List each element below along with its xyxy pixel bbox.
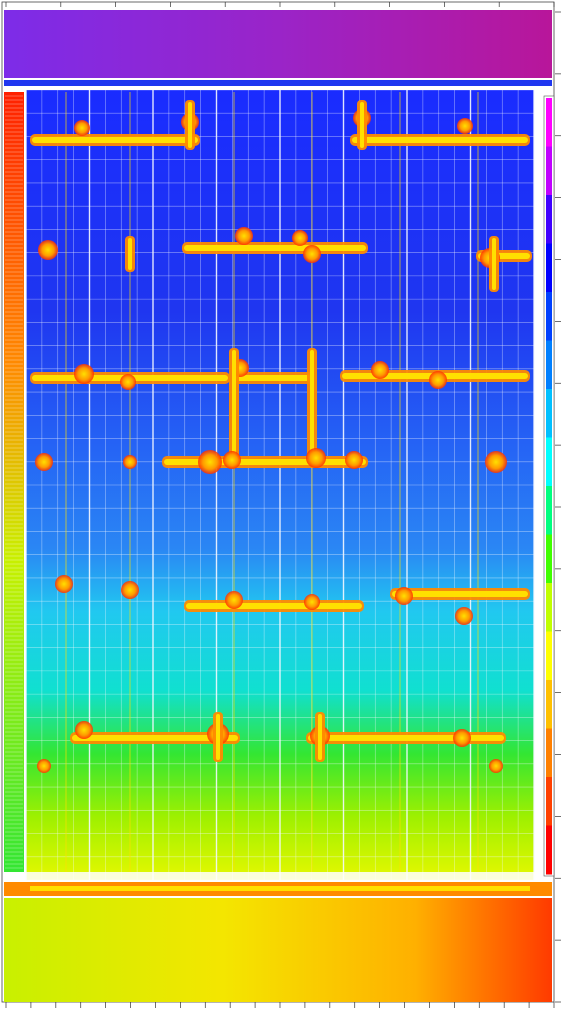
colorbar-segment (546, 98, 552, 147)
colorbar-segment (546, 728, 552, 778)
hot-beam-core (236, 375, 312, 381)
hot-node (453, 729, 471, 747)
hot-node (74, 120, 90, 136)
hot-beam-core (352, 137, 528, 143)
hot-node (345, 451, 363, 469)
left-strip (4, 92, 24, 872)
hot-node (455, 607, 473, 625)
hot-beam-core (164, 459, 366, 465)
bottom-ticks (5, 1002, 555, 1008)
hot-beam-core (186, 603, 362, 609)
hot-node (485, 451, 507, 473)
grid-lines (25, 89, 535, 881)
right-ticks (555, 11, 561, 1003)
hot-structures (30, 92, 532, 878)
hot-node (198, 450, 222, 474)
colorbar-segment (546, 389, 552, 438)
colorbar-segment (546, 146, 552, 196)
top-ticks (5, 2, 555, 7)
hot-node (37, 759, 51, 773)
hot-node (489, 759, 503, 773)
colorbar-segment (546, 680, 552, 729)
colorbar-segment (546, 777, 552, 826)
hot-node (55, 575, 73, 593)
hot-node (457, 118, 473, 134)
hot-column-core (232, 350, 236, 456)
hot-column-core (216, 714, 220, 760)
top-rail (4, 80, 552, 86)
hot-beam-core (308, 735, 504, 741)
lower-rail-core (30, 886, 530, 891)
hot-node (225, 591, 243, 609)
hot-node (292, 230, 308, 246)
hot-column-core (188, 102, 192, 148)
hot-column-core (318, 714, 322, 760)
hot-node (223, 451, 241, 469)
hot-node (371, 361, 389, 379)
hot-node (38, 240, 58, 260)
hot-node (75, 721, 93, 739)
hot-column-core (360, 102, 364, 148)
colorbar-segment (546, 583, 552, 632)
colorbar (546, 98, 552, 875)
hot-node (235, 227, 253, 245)
hot-beam-core (32, 137, 198, 143)
colorbar-segment (546, 631, 552, 681)
hot-node (123, 455, 137, 469)
colorbar-segment (546, 437, 552, 487)
colorbar-segment (546, 340, 552, 390)
hot-column-core (310, 350, 314, 456)
hot-node (303, 245, 321, 263)
hot-node (395, 587, 413, 605)
hot-node (35, 453, 53, 471)
hot-column-core (128, 238, 132, 270)
hot-node (120, 374, 136, 390)
colorbar-segment (546, 195, 552, 244)
hot-column-core (492, 238, 496, 290)
bottom-band (4, 898, 552, 1002)
colorbar-segment (546, 825, 552, 875)
colorbar-segment (546, 243, 552, 293)
top-band (4, 10, 552, 78)
hot-beam-core (72, 735, 238, 741)
lower-rail-light (4, 872, 552, 880)
hot-beam-core (392, 591, 528, 597)
hot-node (121, 581, 139, 599)
hot-beam-core (184, 245, 366, 251)
hot-node (429, 371, 447, 389)
left-strip-lines (5, 95, 23, 869)
colorbar-segment (546, 292, 552, 341)
colorbar-segment (546, 486, 552, 535)
colorbar-segment (546, 534, 552, 584)
hot-node (74, 364, 94, 384)
hot-node (304, 594, 320, 610)
hot-node (306, 448, 326, 468)
